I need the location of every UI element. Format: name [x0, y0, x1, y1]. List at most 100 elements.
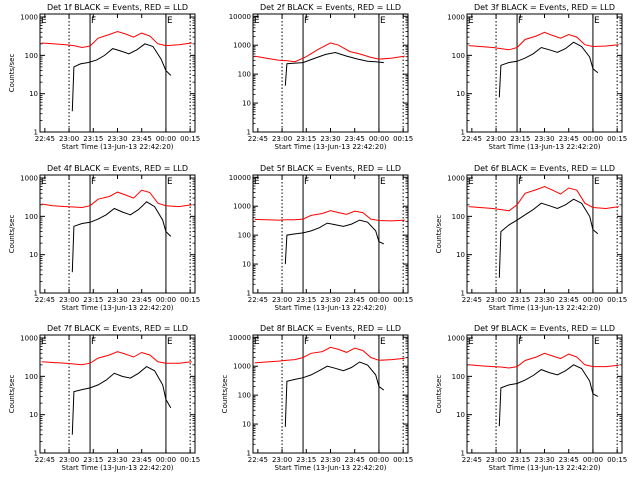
events-series-line [498, 198, 599, 278]
y-tick-label: 1 [247, 450, 251, 458]
marker-label: E [380, 177, 386, 187]
y-tick-label: 1 [461, 450, 465, 458]
x-tick-label: 23:45 [345, 296, 365, 304]
marker-label-left: E [41, 337, 47, 347]
panel-title: Det 4f BLACK = Events, RED = LLD [47, 164, 188, 173]
marker-label-left: E [41, 177, 47, 187]
x-tick-label: 00:00 [369, 135, 389, 143]
x-tick-label: 23:30 [320, 456, 340, 464]
x-tick-label: 23:30 [107, 456, 127, 464]
detector-panel-4: Det 4f BLACK = Events, RED = LLD 1 10 100 10… [8, 164, 200, 312]
y-tick-label: 10 [456, 251, 465, 259]
plot-frame [39, 334, 196, 454]
x-tick-label: 23:00 [486, 135, 506, 143]
y-tick-label: 1000 [233, 203, 251, 211]
x-tick-label: 23:15 [510, 456, 530, 464]
lld-series-line [468, 31, 619, 51]
x-tick-label: 00:15 [607, 456, 627, 464]
plot-frame [252, 174, 409, 294]
x-tick-label: 23:00 [59, 296, 79, 304]
y-tick-label: 1 [34, 129, 38, 137]
y-tick-label: 1000 [447, 14, 465, 22]
lld-series-line [41, 30, 192, 49]
marker-label: E [594, 16, 600, 26]
y-tick-label: 100 [25, 52, 38, 60]
plot-frame [466, 334, 623, 454]
x-tick-label: 23:00 [272, 296, 292, 304]
y-tick-label: 100 [452, 213, 465, 221]
panel-title: Det 5f BLACK = Events, RED = LLD [260, 164, 401, 173]
marker-label: F [304, 337, 309, 347]
y-tick-label: 10 [456, 411, 465, 419]
x-tick-label: 23:45 [559, 135, 579, 143]
y-tick-label: 1000 [233, 42, 251, 50]
detector-panel-9: Det 9f BLACK = Events, RED = LLD 1 10 100 10… [435, 324, 627, 472]
x-tick-label: 23:15 [510, 135, 530, 143]
plot-frame [39, 174, 196, 294]
marker-label: E [594, 337, 600, 347]
x-tick-label: 00:00 [369, 296, 389, 304]
panel-title: Det 7f BLACK = Events, RED = LLD [47, 324, 188, 333]
panel-title: Det 6f BLACK = Events, RED = LLD [474, 164, 615, 173]
marker-label-left: E [468, 16, 474, 26]
y-tick-label: 1 [34, 450, 38, 458]
x-tick-label: 23:15 [83, 135, 103, 143]
x-tick-label: 00:00 [369, 456, 389, 464]
x-tick-label: 00:15 [180, 296, 200, 304]
detector-panel-7: Det 7f BLACK = Events, RED = LLD 1 10 100 10… [8, 324, 200, 472]
lld-series-line [41, 189, 192, 209]
x-tick-label: 23:00 [59, 135, 79, 143]
y-tick-label: 1000 [20, 335, 38, 343]
x-tick-label: 22:45 [35, 135, 55, 143]
x-axis-label: Start Time (13-Jun-13 22:42:20) [62, 143, 174, 151]
x-tick-label: 00:15 [393, 135, 413, 143]
plot-frame [466, 174, 623, 294]
x-tick-label: 22:45 [462, 135, 482, 143]
y-axis-label: Counts/sec [8, 375, 16, 414]
x-tick-label: 00:00 [583, 296, 603, 304]
y-tick-label: 1000 [447, 335, 465, 343]
y-tick-label: 10 [242, 421, 251, 429]
marker-label: E [594, 177, 600, 187]
x-tick-label: 23:00 [59, 456, 79, 464]
x-tick-label: 23:45 [345, 456, 365, 464]
y-tick-label: 100 [452, 373, 465, 381]
detector-panel-3: Det 3f BLACK = Events, RED = LLD 1 10 100 10… [447, 3, 627, 151]
plot-frame [466, 13, 623, 133]
events-series-line [284, 219, 385, 265]
x-tick-label: 22:45 [462, 456, 482, 464]
y-tick-label: 10000 [229, 13, 251, 21]
y-tick-label: 10000 [229, 174, 251, 182]
x-tick-label: 23:30 [534, 296, 554, 304]
x-tick-label: 00:00 [583, 456, 603, 464]
y-tick-label: 1 [461, 290, 465, 298]
panel-title: Det 9f BLACK = Events, RED = LLD [474, 324, 615, 333]
x-tick-label: 23:30 [534, 135, 554, 143]
lld-series-line [468, 185, 619, 212]
x-axis-label: Start Time (13-Jun-13 22:42:20) [62, 304, 174, 312]
marker-label-left: E [254, 16, 260, 26]
x-tick-label: 22:45 [462, 296, 482, 304]
x-tick-label: 23:45 [559, 296, 579, 304]
marker-label: E [167, 177, 173, 187]
x-tick-label: 23:15 [83, 296, 103, 304]
y-tick-label: 10000 [229, 334, 251, 342]
x-tick-label: 22:45 [248, 456, 268, 464]
x-tick-label: 23:15 [510, 296, 530, 304]
marker-label: F [304, 16, 309, 26]
x-tick-label: 00:15 [180, 456, 200, 464]
marker-label: F [91, 337, 96, 347]
x-tick-label: 23:45 [345, 135, 365, 143]
y-tick-label: 100 [238, 71, 251, 79]
x-axis-label: Start Time (13-Jun-13 22:42:20) [275, 464, 387, 472]
y-tick-label: 100 [238, 392, 251, 400]
x-tick-label: 22:45 [35, 456, 55, 464]
y-tick-label: 1 [247, 129, 251, 137]
x-axis-label: Start Time (13-Jun-13 22:42:20) [489, 464, 601, 472]
y-tick-label: 1000 [20, 175, 38, 183]
marker-label: F [91, 16, 96, 26]
y-tick-label: 100 [238, 232, 251, 240]
events-series-line [498, 41, 599, 98]
marker-label-left: E [468, 337, 474, 347]
y-tick-label: 10 [242, 100, 251, 108]
